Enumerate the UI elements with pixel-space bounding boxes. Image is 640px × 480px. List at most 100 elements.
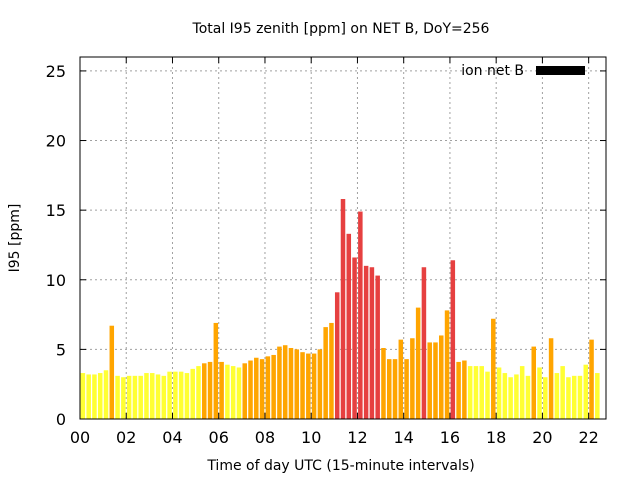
bar	[392, 359, 398, 419]
bar	[571, 375, 577, 419]
bar	[196, 366, 201, 419]
bar	[265, 356, 271, 419]
bar	[306, 353, 311, 419]
bar	[415, 307, 421, 419]
bar	[288, 347, 294, 419]
bar	[213, 322, 219, 419]
x-tick-label: 12	[347, 428, 367, 447]
y-tick-labels: 0 5 10 15 20 25	[46, 62, 66, 429]
legend: ion net B	[461, 63, 585, 79]
bar	[282, 345, 288, 419]
bar	[132, 375, 138, 419]
x-tick-labels: 00 02 04 06 08 10 12 14 16 18 20 22	[70, 428, 599, 447]
bar	[514, 374, 519, 419]
bar	[381, 347, 386, 419]
bar	[508, 377, 513, 419]
x-tick-label: 06	[209, 428, 229, 447]
bar	[456, 361, 461, 419]
bar	[103, 370, 109, 419]
bar	[184, 373, 190, 419]
bar	[543, 377, 548, 419]
chart-title: Total I95 zenith [ppm] on NET B, DoY=256	[192, 21, 490, 37]
y-tick-label: 15	[46, 201, 66, 220]
bar	[190, 368, 195, 419]
bar	[525, 375, 531, 419]
bar	[167, 371, 172, 419]
x-tick-label: 04	[162, 428, 182, 447]
bar	[496, 367, 502, 419]
bar	[421, 267, 427, 419]
bar	[404, 359, 409, 419]
x-tick-label: 08	[255, 428, 275, 447]
bar	[248, 360, 253, 419]
bar	[334, 292, 340, 419]
bar	[363, 265, 369, 419]
bar	[462, 360, 467, 419]
bar	[121, 377, 126, 419]
bar	[92, 374, 97, 419]
x-tick-label: 14	[394, 428, 414, 447]
bar	[519, 366, 525, 419]
bar	[439, 335, 444, 419]
bar	[554, 373, 560, 419]
bar	[589, 339, 594, 419]
bar	[375, 275, 380, 419]
bar	[467, 366, 473, 419]
bar	[236, 367, 242, 419]
bar	[230, 366, 236, 419]
x-axis-label: Time of day UTC (15-minute intervals)	[206, 458, 474, 474]
bar	[340, 199, 346, 419]
bar	[479, 366, 484, 419]
bar	[144, 373, 149, 419]
bar	[109, 325, 115, 419]
bar	[548, 338, 554, 419]
y-tick-label: 0	[56, 410, 66, 429]
x-tick-label: 22	[578, 428, 598, 447]
legend-label: ion net B	[461, 63, 524, 79]
bar	[583, 364, 589, 419]
bar	[537, 367, 542, 419]
bar	[410, 338, 415, 419]
y-tick-label: 10	[46, 271, 66, 290]
bar	[86, 374, 91, 419]
bar	[126, 375, 132, 419]
bar	[531, 346, 537, 419]
y-tick-label: 20	[46, 132, 66, 151]
plot-frame	[79, 56, 607, 420]
bar	[485, 371, 490, 419]
bar	[502, 373, 508, 419]
y-axis-label: I95 [ppm]	[7, 204, 23, 273]
bar	[300, 352, 305, 419]
bars	[80, 199, 600, 419]
bar	[115, 375, 120, 419]
bar	[577, 375, 583, 419]
bar	[595, 373, 600, 419]
bar	[202, 363, 207, 419]
x-tick-label: 10	[301, 428, 321, 447]
bar	[242, 363, 247, 419]
x-tick-label: 00	[70, 428, 90, 447]
bar	[317, 349, 323, 419]
x-tick-label: 16	[440, 428, 460, 447]
bar	[433, 342, 438, 419]
bar	[97, 373, 103, 419]
bar	[155, 374, 161, 419]
bar	[386, 359, 392, 419]
grid	[80, 57, 606, 419]
bar	[473, 366, 479, 419]
bar	[398, 339, 404, 419]
legend-swatch	[536, 66, 585, 75]
y-tick-label: 25	[46, 62, 66, 81]
bar	[149, 373, 155, 419]
bar	[219, 361, 224, 419]
bar	[358, 211, 363, 419]
bar	[352, 257, 357, 419]
bar	[311, 353, 317, 419]
bar	[161, 375, 167, 419]
bar	[450, 260, 456, 419]
ticks	[79, 57, 606, 420]
bar	[259, 359, 265, 419]
bar	[329, 322, 334, 419]
bar	[491, 318, 496, 419]
